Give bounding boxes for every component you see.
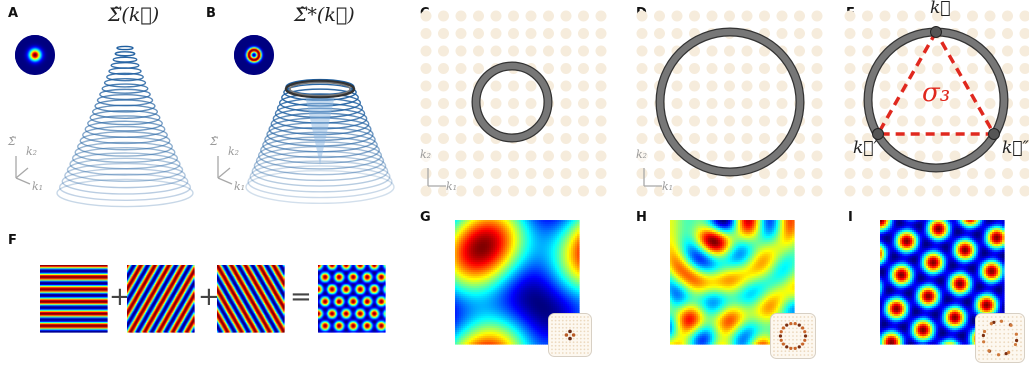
panel-b-axis-z: Σ̃: [210, 135, 218, 148]
panel-f-diagonal-wave-2: [217, 265, 285, 333]
panel-f-plus-2: +: [198, 282, 220, 312]
panel-h-inset-spectrum: [770, 313, 816, 359]
panel-e-triangle-label: σ₃: [922, 78, 950, 108]
vertex-left: [872, 128, 884, 140]
panel-a-axis-k2: k₂: [26, 145, 37, 158]
axis-k2-line: [15, 167, 29, 179]
panel-e-vertex-left: k⃗′: [853, 138, 877, 158]
wave-1-cells: [40, 265, 108, 333]
inset-peaks: [778, 322, 808, 350]
panel-e-vertex-top: k⃗: [930, 0, 951, 18]
panel-c-lattice: [420, 10, 607, 197]
wave-3-cells: [217, 265, 285, 333]
triangle-sigma3: [874, 28, 998, 136]
axis-k2-line: [217, 167, 231, 179]
panel-b-title: Σ̃*(k⃗): [294, 4, 355, 26]
panel-f-hexagonal-sum: [318, 265, 386, 333]
panel-a-title: Σ̃(k⃗): [108, 4, 159, 26]
vertex-top: [930, 26, 942, 38]
panel-b-ring-plot: [245, 78, 395, 204]
panel-label-h: H: [636, 210, 647, 225]
panel-f-horizontal-wave: [40, 265, 108, 333]
panel-g-inset-spectrum: [548, 313, 592, 357]
panel-label-b: B: [206, 6, 216, 21]
panel-label-i: I: [848, 210, 853, 225]
panel-d-axis-k2: k₂: [636, 148, 648, 161]
panel-a-inset-spectrum: [15, 35, 55, 75]
panel-h-cells: [670, 220, 795, 345]
panel-c-axis-k2: k₂: [420, 148, 432, 161]
vertex-right: [988, 128, 1000, 140]
panel-f-equals: =: [290, 282, 312, 312]
panel-e-lattice: [844, 10, 1029, 197]
panel-b-axis-k2: k₂: [228, 145, 239, 158]
panel-label-f: F: [8, 233, 17, 248]
panel-b-inset-spectrum: [234, 35, 274, 75]
cone-rings: [56, 45, 194, 208]
panel-f-plus-1: +: [109, 282, 131, 312]
volcano-rings: [245, 78, 395, 204]
inset-heatmap: [15, 35, 55, 75]
panel-i-inset-spectrum: [975, 313, 1025, 363]
panel-b-axis-k1: k₁: [234, 180, 245, 193]
panel-d-axis-k1: k₁: [662, 180, 674, 193]
panel-a-cone-plot: [56, 45, 194, 208]
inset-peaks: [564, 329, 576, 341]
sum-cells: [318, 265, 386, 333]
inset-peaks: [981, 319, 1019, 357]
inner-cone: [305, 95, 335, 165]
panel-a-axes-icon: [15, 156, 31, 185]
inset-lattice: [978, 316, 1022, 360]
panel-i-cells: [880, 220, 1005, 345]
panel-c-axis-k1: k₁: [446, 180, 458, 193]
wave-2-cells: [127, 265, 195, 333]
panel-e-vertex-right: k⃗″: [1002, 138, 1029, 158]
panel-i-heatmap: [880, 220, 1005, 345]
panel-h-heatmap: [670, 220, 795, 345]
panel-b-axes-icon: [217, 156, 233, 185]
panel-a-axis-k1: k₁: [32, 180, 43, 193]
axis-k1-line: [217, 177, 233, 185]
panel-d-lattice: [636, 10, 823, 197]
inset-heatmap: [234, 35, 274, 75]
inset-lattice: [773, 316, 813, 356]
panel-label-g: G: [420, 210, 431, 225]
panel-a-axis-z: Σ̃: [8, 135, 16, 148]
panel-label-a: A: [8, 6, 18, 21]
rim-ring: [284, 79, 356, 99]
lattice-dots: [420, 10, 607, 197]
panel-f-diagonal-wave-1: [127, 265, 195, 333]
axis-k1-line: [15, 177, 31, 185]
